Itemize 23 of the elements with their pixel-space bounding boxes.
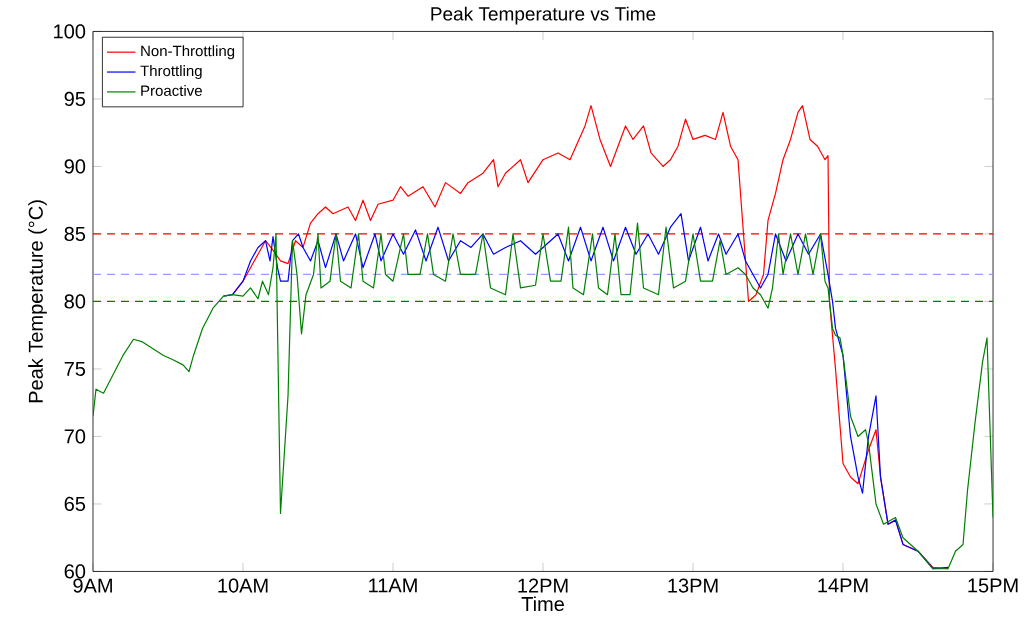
y-tick-label: 95 [64, 91, 86, 107]
x-tick-label: 9AM [73, 578, 112, 593]
y-tick-label: 75 [64, 362, 86, 377]
y-tick-label: 90 [64, 159, 86, 174]
chart-title: Peak Temperature vs Time [431, 6, 656, 25]
x-tick-label: 15PM [968, 578, 1018, 593]
x-tick-label: 11AM [369, 578, 417, 593]
y-tick-label: 65 [64, 496, 86, 512]
line-series [93, 222, 994, 570]
legend-label: Non-Throttling [141, 45, 235, 60]
y-tick-label: 85 [64, 226, 86, 242]
x-tick-label: 14PM [818, 578, 868, 593]
y-tick-label: 70 [64, 429, 86, 444]
x-tick-label: 10AM [218, 578, 268, 593]
x-tick-label: 13PM [668, 578, 718, 593]
legend-label: Proactive [141, 85, 202, 97]
x-tick-label: 12PM [518, 578, 568, 593]
y-tick-label: 80 [64, 294, 86, 309]
y-tick-label: 100 [54, 24, 86, 39]
legend-label: Throttling [140, 65, 202, 80]
y-axis-title: Peak Temperature (°C) [28, 200, 47, 403]
y-tick-label: 60 [64, 564, 86, 579]
x-axis-title: Time [521, 596, 564, 612]
